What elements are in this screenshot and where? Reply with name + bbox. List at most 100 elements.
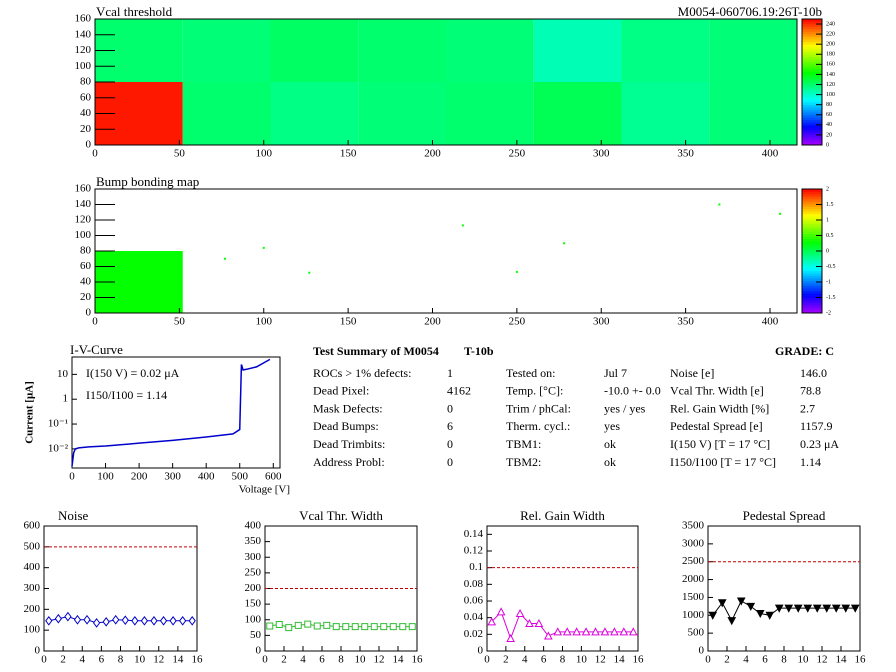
colorbar-band (802, 288, 822, 291)
marker (544, 631, 553, 640)
marker (591, 627, 600, 636)
x-tick-label: 14 (836, 654, 848, 666)
y-tick-label: 10⁻¹ (48, 418, 68, 430)
marker (179, 615, 187, 626)
colorbar-band (802, 117, 822, 121)
y-tick-label: 400 (245, 520, 262, 532)
summary-label: Address Probl: (313, 455, 385, 469)
y-tick-label: 1500 (682, 591, 705, 603)
marker (351, 623, 359, 631)
colorbar-label: 1.5 (826, 202, 834, 208)
x-tick-label: 2 (60, 654, 66, 666)
colorbar-band (802, 251, 822, 254)
heatmap-cell (270, 19, 359, 82)
marker (332, 623, 340, 631)
x-tick-label: 0 (705, 654, 711, 666)
summary-value: 78.8 (800, 384, 821, 398)
colorbar-label: 80 (826, 102, 832, 108)
chart-title: Vcal threshold (96, 4, 173, 19)
colorbar-label: 180 (826, 52, 835, 58)
marker (793, 604, 803, 613)
y-tick-label: 0.08 (464, 578, 484, 590)
summary-label: Pedestal Spread [e] (670, 419, 763, 433)
heatmap-cell (446, 82, 534, 145)
colorbar-band (802, 49, 822, 53)
x-tick-label: 200 (424, 148, 441, 160)
marker (755, 610, 765, 619)
colorbar-band (802, 29, 822, 32)
marker (408, 623, 416, 631)
x-tick-label: 14 (393, 654, 405, 666)
marker (515, 608, 525, 617)
x-tick-label: 16 (192, 654, 204, 666)
x-tick-label: 300 (164, 471, 181, 483)
colorbar-label: 240 (826, 21, 835, 27)
marker (285, 624, 293, 632)
x-tick-label: 300 (593, 148, 610, 160)
y-tick-label: 20 (80, 123, 92, 135)
colorbar-label: 120 (826, 82, 835, 88)
x-tick-label: 8 (118, 654, 124, 666)
heatmap-cell (621, 82, 710, 145)
x-tick-label: 2 (503, 654, 509, 666)
colorbar-label: 220 (826, 31, 835, 37)
colorbar-band (802, 241, 822, 244)
y-tick-label: 2500 (682, 555, 705, 567)
x-tick-label: 16 (633, 654, 645, 666)
colorbar-band (802, 295, 822, 299)
marker (323, 621, 331, 629)
y-tick-label: 300 (24, 582, 41, 594)
summary-label: Therm. cycl.: (506, 419, 570, 433)
y-tick-label: 10 (57, 368, 69, 380)
summary-label: ROCs > 1% defects: (313, 366, 411, 380)
colorbar-band (802, 208, 822, 212)
x-tick-label: 100 (97, 471, 114, 483)
summary-value: 1157.9 (800, 419, 833, 433)
heatmap-cell (709, 19, 797, 82)
colorbar-label: 200 (826, 42, 835, 48)
colorbar-band (802, 211, 822, 215)
colorbar-band (802, 71, 822, 75)
colorbar-band (802, 191, 822, 195)
summary-label: Dead Trimbits: (313, 437, 385, 451)
colorbar-band (802, 228, 822, 232)
colorbar-band (802, 119, 822, 123)
y-tick-label: 250 (245, 566, 262, 578)
colorbar-label: 20 (826, 132, 832, 138)
dead-bump (308, 271, 311, 274)
summary-tag: T-10b (464, 344, 494, 358)
colorbar-band (802, 132, 822, 136)
chart-title: Noise (58, 508, 89, 523)
marker (380, 623, 388, 631)
colorbar-band (802, 243, 822, 247)
marker (553, 627, 563, 636)
y-tick-label: 0.04 (464, 611, 484, 623)
colorbar-band (802, 298, 822, 301)
summary-value: 4162 (447, 384, 471, 398)
y-tick-label: 0.02 (464, 628, 483, 640)
y-tick-label: 120 (75, 44, 92, 56)
colorbar-band (802, 255, 822, 259)
colorbar-label: 2 (826, 186, 829, 192)
marker (102, 616, 110, 627)
y-tick-label: 2000 (682, 573, 705, 585)
colorbar-band (802, 97, 822, 100)
marker (188, 615, 196, 626)
colorbar-band (802, 278, 822, 282)
series-line (48, 616, 193, 624)
colorbar-band (802, 109, 822, 113)
colorbar-label: 100 (826, 92, 835, 98)
heatmap-cell (709, 82, 797, 145)
x-tick-label: 250 (509, 148, 526, 160)
colorbar-band (802, 31, 822, 35)
colorbar-band (802, 104, 822, 108)
marker (275, 620, 283, 628)
heatmap-cell (358, 82, 446, 145)
colorbar-band (802, 196, 822, 200)
dead-bump (223, 257, 226, 260)
summary-label: I(150 V) [T = 17 °C] (670, 437, 770, 451)
colorbar-label: 140 (826, 72, 835, 78)
y-tick-label: 100 (75, 60, 92, 72)
colorbar-band (802, 56, 822, 60)
x-tick-label: 16 (412, 654, 424, 666)
